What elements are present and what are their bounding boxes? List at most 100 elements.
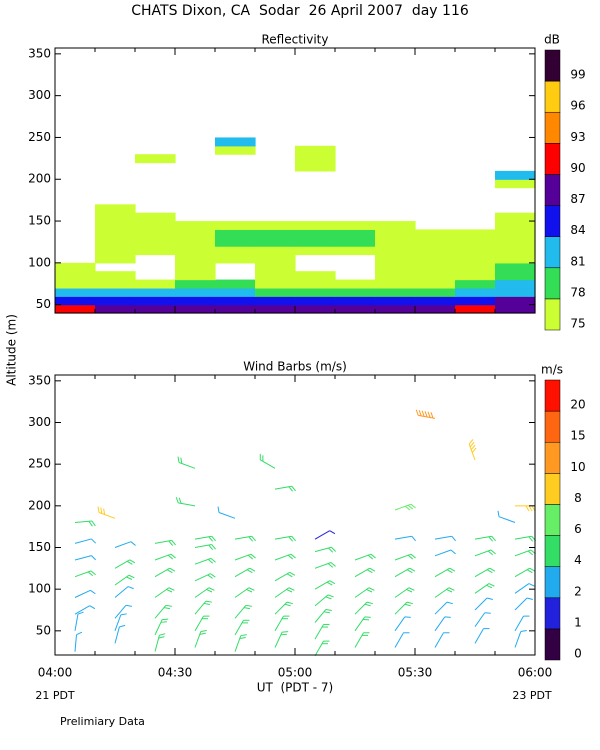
y-tick-label: 200	[28, 172, 51, 186]
x-tick-label: 05:00	[278, 666, 313, 680]
colorbar-label: 1	[574, 615, 582, 629]
barb-feather	[208, 536, 214, 542]
barb-feather	[211, 544, 216, 550]
wind-barb	[114, 613, 127, 632]
contour-cell	[95, 204, 136, 214]
barb-staff	[74, 634, 77, 652]
contour-cell	[495, 237, 536, 247]
barb-feather	[415, 409, 419, 416]
wind-barb	[154, 553, 176, 561]
wind-barb	[234, 553, 256, 561]
barb-feather	[418, 410, 422, 417]
contour-cell	[375, 279, 416, 289]
wind-barb	[274, 535, 296, 542]
contour-cell	[455, 254, 496, 264]
wind-barb	[468, 439, 477, 461]
contour-cell	[95, 237, 136, 247]
x-tick-label: 04:30	[158, 666, 193, 680]
barb-staff	[314, 530, 330, 540]
wind-barb	[74, 538, 97, 544]
wind-barb	[274, 571, 296, 582]
colorbar-label: 15	[570, 429, 585, 443]
barb-feather	[211, 535, 216, 542]
y-tick-label: 350	[28, 46, 51, 60]
barb-staff	[434, 616, 446, 632]
contour-cell	[495, 170, 536, 180]
x-tick-label: 05:30	[398, 666, 433, 680]
wind-barb	[497, 510, 516, 523]
wind-barb	[474, 549, 496, 557]
x-axis-label: UT (PDT - 7)	[257, 681, 334, 695]
contour-cell	[215, 237, 256, 247]
barb-feather	[89, 605, 96, 610]
contour-cell	[415, 237, 456, 247]
barb-feather	[77, 611, 84, 615]
wind-barb	[194, 587, 215, 598]
contour-cell	[95, 279, 136, 289]
colorbar-label: 6	[574, 522, 582, 536]
wind-barb	[314, 546, 337, 553]
barb-feather	[407, 554, 414, 560]
wind-barb	[154, 587, 175, 598]
barb-feather	[525, 505, 530, 512]
barb-feather	[87, 571, 94, 577]
barb-feather	[446, 589, 453, 593]
barb-feather	[468, 439, 474, 445]
colorbar-label: 99	[570, 68, 585, 82]
barb-feather	[208, 587, 215, 591]
barb-feather	[249, 567, 256, 572]
barb-feather	[291, 485, 296, 492]
contour-cell	[295, 221, 336, 231]
contour-cell	[495, 296, 536, 306]
barb-feather	[90, 589, 96, 595]
barb-staff	[74, 555, 92, 561]
barb-feather	[289, 571, 296, 576]
barb-staff	[114, 626, 120, 644]
barb-feather	[248, 587, 255, 591]
colorbar-label: 87	[570, 192, 585, 206]
barb-feather	[407, 504, 414, 510]
x-note: 21 PDT	[35, 689, 75, 702]
contour-cell	[495, 279, 536, 289]
contour-cell	[375, 246, 416, 256]
wind-barb	[74, 605, 96, 615]
barb-staff	[394, 616, 406, 632]
barb-feather	[470, 444, 476, 450]
colorbar-title: dB	[544, 33, 560, 47]
barb-feather	[288, 536, 294, 542]
contour-cell	[295, 162, 336, 172]
wind-barb	[74, 520, 96, 527]
barb-feather	[127, 586, 134, 590]
barb-feather	[239, 636, 246, 640]
y-tick-label: 250	[28, 457, 51, 471]
contour-cell	[175, 237, 216, 247]
wind-barb	[514, 535, 536, 542]
wind-barb	[274, 485, 296, 492]
wind-barb	[74, 555, 97, 561]
wind-barb	[114, 624, 126, 644]
barb-feather	[207, 574, 213, 579]
barb-feather	[528, 583, 535, 587]
contour-cell	[455, 287, 496, 297]
wind-barb	[274, 631, 289, 648]
wind-barb	[114, 574, 135, 586]
contour-cell	[215, 304, 256, 314]
colorbar-label: 84	[570, 223, 585, 237]
wind-barb	[314, 594, 334, 607]
wind-barb	[474, 597, 493, 611]
barb-feather	[91, 538, 97, 544]
barb-feather	[471, 447, 477, 453]
contour-cell	[175, 271, 216, 281]
contour-cell	[95, 304, 136, 314]
barb-feather	[362, 618, 370, 621]
wind-barb	[514, 597, 533, 611]
colorbar-label: 96	[570, 99, 585, 113]
contour-cell	[455, 271, 496, 281]
contour-cell	[335, 229, 376, 239]
barb-feather	[528, 505, 533, 512]
colorbar-swatch	[544, 597, 561, 630]
wind-barb	[474, 583, 495, 594]
y-tick-label: 350	[28, 373, 51, 387]
barb-feather	[208, 544, 214, 550]
barb-feather	[90, 570, 96, 576]
